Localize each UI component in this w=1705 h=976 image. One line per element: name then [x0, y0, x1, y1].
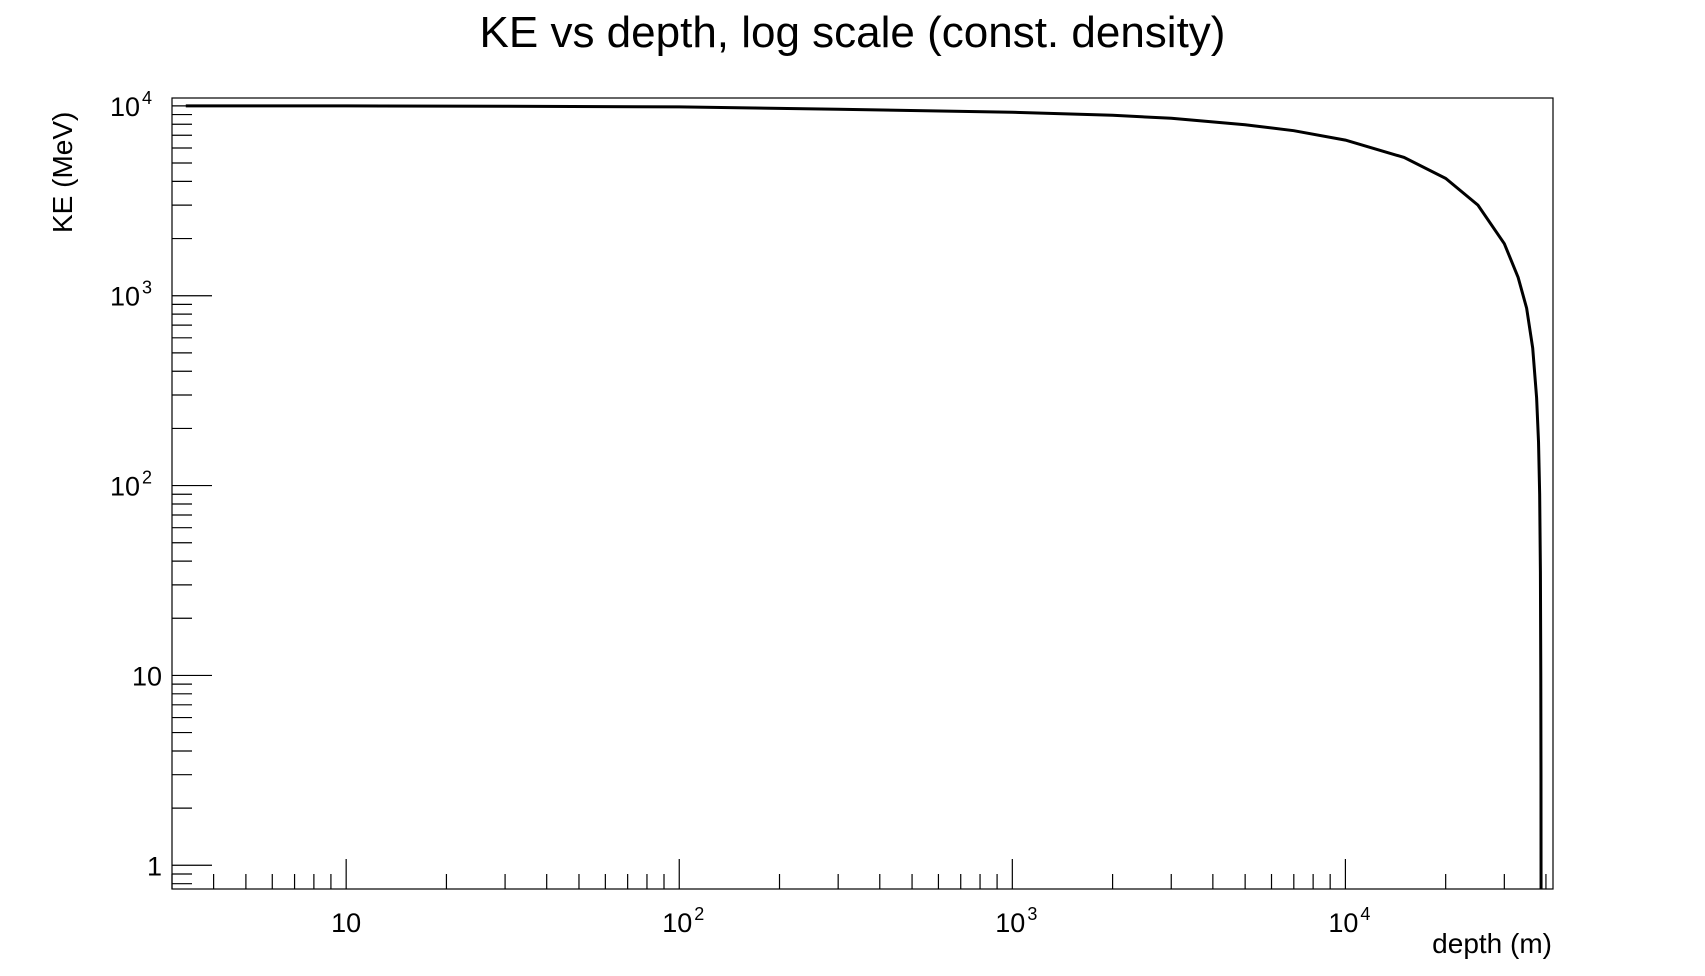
y-axis-title: KE (MeV): [47, 112, 78, 233]
chart-title: KE vs depth, log scale (const. density): [479, 8, 1226, 57]
x-tick-label: 10: [331, 908, 361, 938]
x-tick-label: 10 3: [995, 904, 1037, 938]
x-tick-label: 10 4: [1328, 904, 1370, 938]
major-ticks: [172, 105, 1347, 889]
plot-frame: [171, 97, 1554, 890]
y-tick-label: 10 3: [110, 278, 152, 312]
x-axis-title: depth (m): [1432, 928, 1552, 959]
minor-ticks: [171, 113, 1547, 889]
x-tick-label: 10 2: [662, 904, 704, 938]
y-tick-label: 1: [147, 851, 162, 881]
y-tick-label: 10: [132, 661, 162, 691]
y-tick-label: 10 2: [110, 468, 152, 502]
y-tick-label: 10 4: [110, 88, 152, 122]
series-line: [185, 104, 1543, 890]
